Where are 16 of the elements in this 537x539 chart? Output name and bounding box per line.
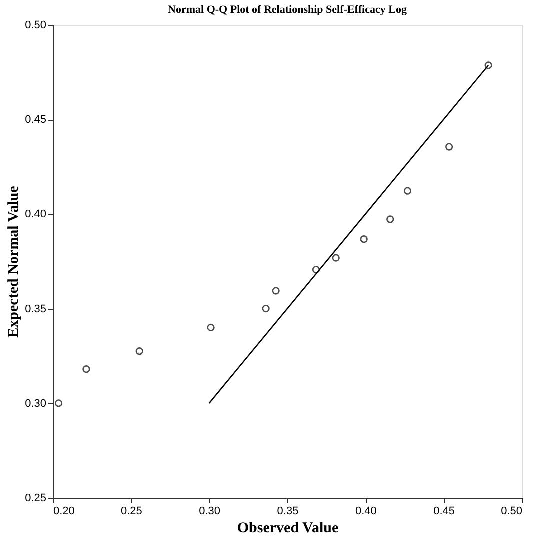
x-tick-label: 0.40 [355, 506, 377, 518]
x-tick-label: 0.45 [434, 506, 456, 518]
y-tick-label: 0.50 [25, 20, 46, 32]
x-axis-title: Observed Value [237, 520, 339, 536]
chart-title: Normal Q-Q Plot of Relationship Self-Efficacy Log [168, 4, 408, 16]
y-tick-label: 0.45 [25, 114, 46, 126]
x-tick-label: 0.25 [120, 506, 142, 518]
x-tick-label: 0.50 [501, 506, 522, 518]
x-tick-label: 0.30 [199, 506, 221, 518]
y-axis-title: Expected Normal Value [6, 186, 22, 338]
x-tick-label: 0.35 [277, 506, 299, 518]
y-tick-label: 0.40 [25, 208, 46, 221]
y-tick-label: 0.35 [25, 303, 46, 316]
y-tick-label: 0.30 [25, 398, 46, 410]
x-tick-label: 0.20 [54, 506, 75, 518]
y-tick-label: 0.25 [25, 492, 46, 504]
